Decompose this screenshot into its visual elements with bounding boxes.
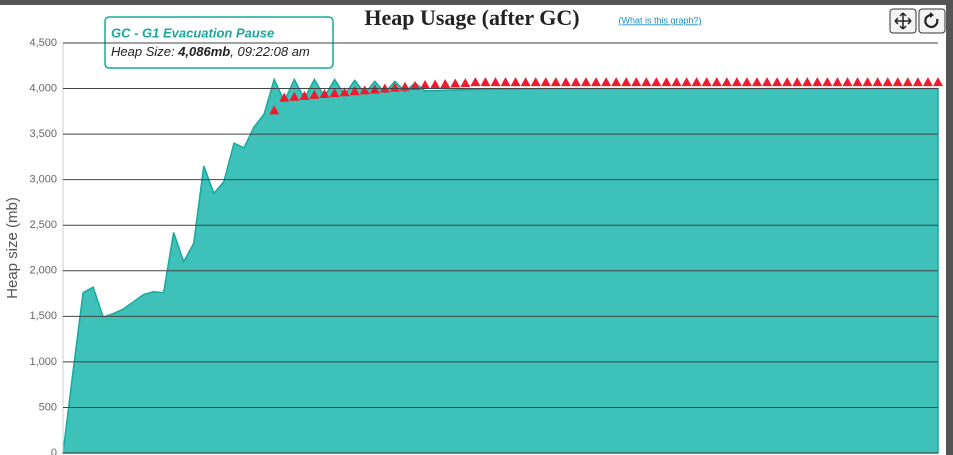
gc-marker: [269, 105, 280, 115]
tooltip-text: Heap Size: 4,086mb, 09:22:08 am: [111, 44, 310, 59]
gc-marker: [289, 91, 300, 101]
gc-marker: [933, 77, 943, 87]
tooltip-time: , 09:22:08 am: [230, 44, 310, 59]
gc-marker: [470, 77, 481, 87]
gc-marker: [641, 77, 652, 87]
pan-icon: [894, 12, 912, 30]
area: [62, 77, 939, 454]
gc-marker: [520, 77, 531, 87]
gc-marker: [389, 82, 400, 92]
gc-marker: [802, 77, 813, 87]
gc-marker: [731, 77, 742, 87]
reset-arrow: [930, 12, 934, 18]
gc-marker: [792, 77, 803, 87]
gc-marker: [420, 79, 431, 89]
grid: [63, 42, 938, 454]
gc-marker: [460, 78, 471, 88]
gc-marker: [721, 77, 732, 87]
y-tick-label: 1,500: [29, 310, 57, 322]
gc-marker: [279, 92, 290, 102]
gc-marker: [922, 77, 933, 87]
chart-title: Heap Usage (after GC): [364, 5, 579, 30]
y-tick-label: 1,000: [29, 356, 57, 368]
gc-marker: [540, 77, 551, 87]
gc-marker: [912, 77, 923, 87]
gc-marker: [691, 77, 702, 87]
gc-marker: [440, 79, 451, 88]
tooltip-label: Heap Size:: [111, 44, 178, 59]
gc-marker: [480, 77, 491, 87]
y-tick-label: 0: [51, 447, 57, 455]
right-bar: [946, 0, 953, 455]
gc-marker: [812, 77, 823, 87]
reset-icon: [924, 13, 939, 29]
gc-marker: [601, 77, 612, 87]
help-link[interactable]: (What is this graph?): [618, 15, 701, 25]
gc-marker: [399, 81, 410, 91]
gc-marker: [560, 77, 571, 87]
gc-marker: [661, 77, 672, 87]
gc-marker: [329, 88, 340, 98]
pan-button[interactable]: [889, 8, 917, 34]
gc-marker: [410, 80, 421, 90]
gc-marker: [651, 77, 662, 87]
gc-marker: [349, 86, 360, 96]
gc-marker: [611, 77, 622, 87]
gc-marker: [842, 77, 853, 87]
tooltip-title: GC - G1 Evacuation Pause: [111, 25, 274, 40]
gc-marker: [751, 77, 762, 87]
gc-marker: [902, 77, 913, 87]
gc-marker: [772, 77, 783, 87]
gc-marker: [741, 77, 752, 87]
gc-marker: [822, 77, 833, 87]
gc-marker: [299, 90, 310, 100]
gc-marker: [852, 77, 863, 87]
gc-marker: [832, 77, 843, 87]
gc-marker: [530, 77, 541, 87]
gc-marker: [430, 79, 441, 89]
y-tick-label: 4,000: [29, 82, 57, 94]
gc-marker: [762, 77, 773, 87]
gc-marker: [359, 85, 370, 95]
gc-marker: [882, 77, 893, 87]
gc-marker: [319, 89, 330, 99]
gc-marker: [862, 77, 873, 87]
gc-marker: [671, 77, 682, 87]
top-bar: [0, 0, 953, 5]
gc-marker: [570, 77, 581, 87]
gc-marker: [339, 87, 350, 97]
gc-marker: [701, 77, 712, 87]
gc-marker: [591, 77, 602, 87]
gc-marker: [711, 77, 722, 87]
y-tick-label: 2,000: [29, 265, 57, 277]
tooltip-value: 4,086mb: [177, 44, 230, 59]
y-axis-label: Heap size (mb): [4, 197, 21, 299]
gc-marker: [621, 77, 632, 87]
gc-marker: [510, 77, 521, 87]
y-tick-label: 2,500: [29, 219, 57, 231]
y-tick-label: 500: [39, 401, 57, 413]
gc-marker: [309, 89, 320, 99]
button-frame: [918, 8, 946, 34]
gc-marker: [782, 77, 793, 87]
y-tick-label: 3,500: [29, 128, 57, 140]
y-tick-label: 4,500: [29, 37, 57, 49]
y-tick-label: 3,000: [29, 174, 57, 186]
gc-marker: [490, 77, 501, 87]
gc-marker: [550, 77, 561, 87]
gc-marker: [872, 77, 883, 87]
gc-marker: [681, 77, 692, 87]
gc-marker: [500, 77, 511, 87]
gc-marker: [892, 77, 903, 87]
plot-area: [62, 77, 943, 454]
gc-marker: [580, 77, 591, 87]
gc-marker: [450, 78, 461, 88]
reset-button[interactable]: [918, 8, 946, 34]
gc-marker: [631, 77, 642, 87]
